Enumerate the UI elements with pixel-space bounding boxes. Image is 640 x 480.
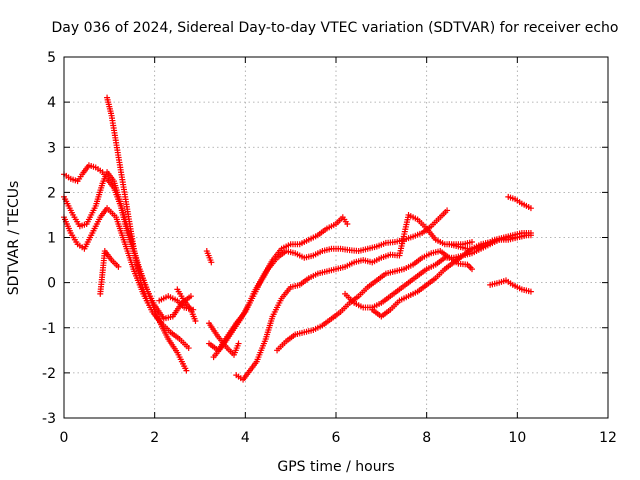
data-point xyxy=(183,367,190,374)
series-sat-g xyxy=(174,286,199,324)
series-sat-n xyxy=(342,232,534,311)
data-point xyxy=(527,288,534,295)
y-tick-label: 2 xyxy=(47,185,56,201)
series-sat-l xyxy=(233,211,475,383)
data-point xyxy=(235,340,242,347)
y-tick-label: 5 xyxy=(47,50,56,66)
x-axis-label: GPS time / hours xyxy=(277,459,394,475)
data-point xyxy=(144,299,151,306)
series-sat-k xyxy=(210,207,451,361)
data-point xyxy=(208,259,215,266)
series-sat-q xyxy=(487,277,534,295)
data-point xyxy=(344,220,351,227)
y-tick-label: -3 xyxy=(42,411,56,427)
data-point xyxy=(192,317,199,324)
y-axis-label: SDTVAR / TECUs xyxy=(6,181,22,296)
series-sat-o xyxy=(369,232,530,320)
series-sat-p xyxy=(446,229,534,252)
series-sat-a xyxy=(61,162,194,322)
y-tick-label: 0 xyxy=(47,276,56,292)
x-tick-label: 4 xyxy=(241,430,250,446)
x-tick-label: 10 xyxy=(508,430,526,446)
data-point xyxy=(187,293,194,300)
y-tick-label: 3 xyxy=(47,140,56,156)
x-tick-label: 0 xyxy=(60,430,69,446)
data-point xyxy=(527,229,534,236)
y-tick-label: 1 xyxy=(47,231,56,247)
plot-frame xyxy=(63,56,609,419)
x-tick-label: 2 xyxy=(150,430,159,446)
data-markers xyxy=(61,94,534,383)
chart-title: Day 036 of 2024, Sidereal Day-to-day VTE… xyxy=(52,20,619,36)
data-point xyxy=(444,207,451,214)
series-sat-d xyxy=(97,248,122,297)
series-sat-h xyxy=(203,248,215,266)
data-point xyxy=(185,345,192,352)
series-sat-m xyxy=(274,248,475,354)
x-tick-label: 12 xyxy=(599,430,617,446)
grid-lines xyxy=(64,57,608,418)
data-point xyxy=(115,263,122,270)
series-sat-r xyxy=(505,193,534,212)
x-tick-label: 6 xyxy=(332,430,341,446)
x-tick-label: 8 xyxy=(422,430,431,446)
y-tick-label: 4 xyxy=(47,95,56,111)
data-point xyxy=(469,239,475,246)
y-tick-label: -2 xyxy=(42,366,56,382)
data-point xyxy=(527,205,534,212)
series-sat-e xyxy=(104,94,151,306)
series-sat-j xyxy=(206,320,242,358)
y-tick-label: -1 xyxy=(42,321,56,337)
series-sat-i xyxy=(206,214,351,354)
data-point xyxy=(469,266,475,273)
